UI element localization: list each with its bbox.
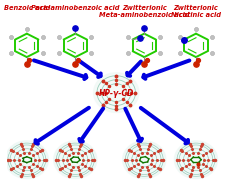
Polygon shape bbox=[122, 141, 165, 179]
Text: Zwitterionic
Nicotinic acid: Zwitterionic Nicotinic acid bbox=[170, 5, 220, 18]
Text: Benzoic acid: Benzoic acid bbox=[4, 5, 50, 11]
Text: HP-γ-CD: HP-γ-CD bbox=[98, 89, 133, 98]
Text: Zwitterionic
Meta-aminobenzoic acid: Zwitterionic Meta-aminobenzoic acid bbox=[99, 5, 189, 18]
Polygon shape bbox=[54, 141, 97, 179]
Text: Para-aminobenzoic acid: Para-aminobenzoic acid bbox=[31, 5, 119, 11]
Polygon shape bbox=[93, 73, 138, 112]
Polygon shape bbox=[174, 141, 216, 179]
Polygon shape bbox=[5, 141, 48, 179]
